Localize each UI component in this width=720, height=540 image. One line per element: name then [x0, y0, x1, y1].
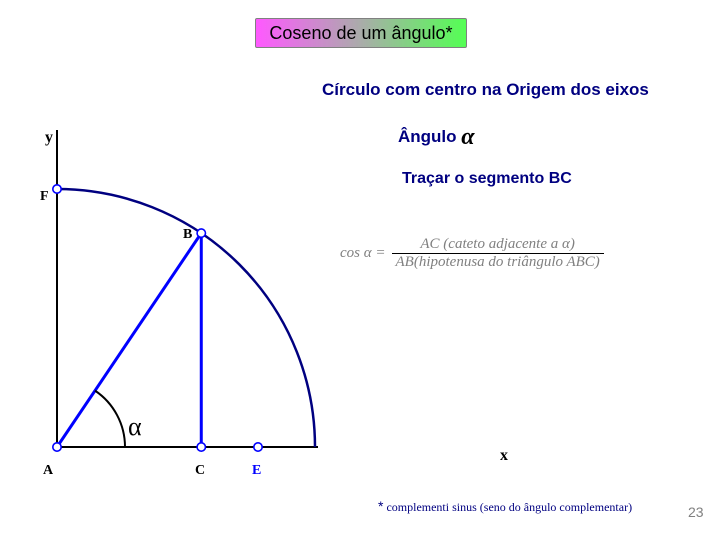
- axis-label-x: x: [500, 447, 508, 464]
- unit-circle-diagram: α y x A F B C E: [0, 0, 720, 540]
- point-label-A: A: [43, 463, 54, 478]
- axis-label-y: y: [45, 129, 53, 146]
- point-label-E: E: [252, 463, 261, 478]
- footnote: * complementi sinus (seno do ângulo comp…: [378, 498, 632, 516]
- point-label-B: B: [183, 227, 192, 242]
- alpha-symbol: α: [128, 412, 142, 441]
- point-label-C: C: [195, 463, 205, 478]
- page-number: 23: [688, 504, 704, 520]
- point-label-F: F: [40, 189, 49, 204]
